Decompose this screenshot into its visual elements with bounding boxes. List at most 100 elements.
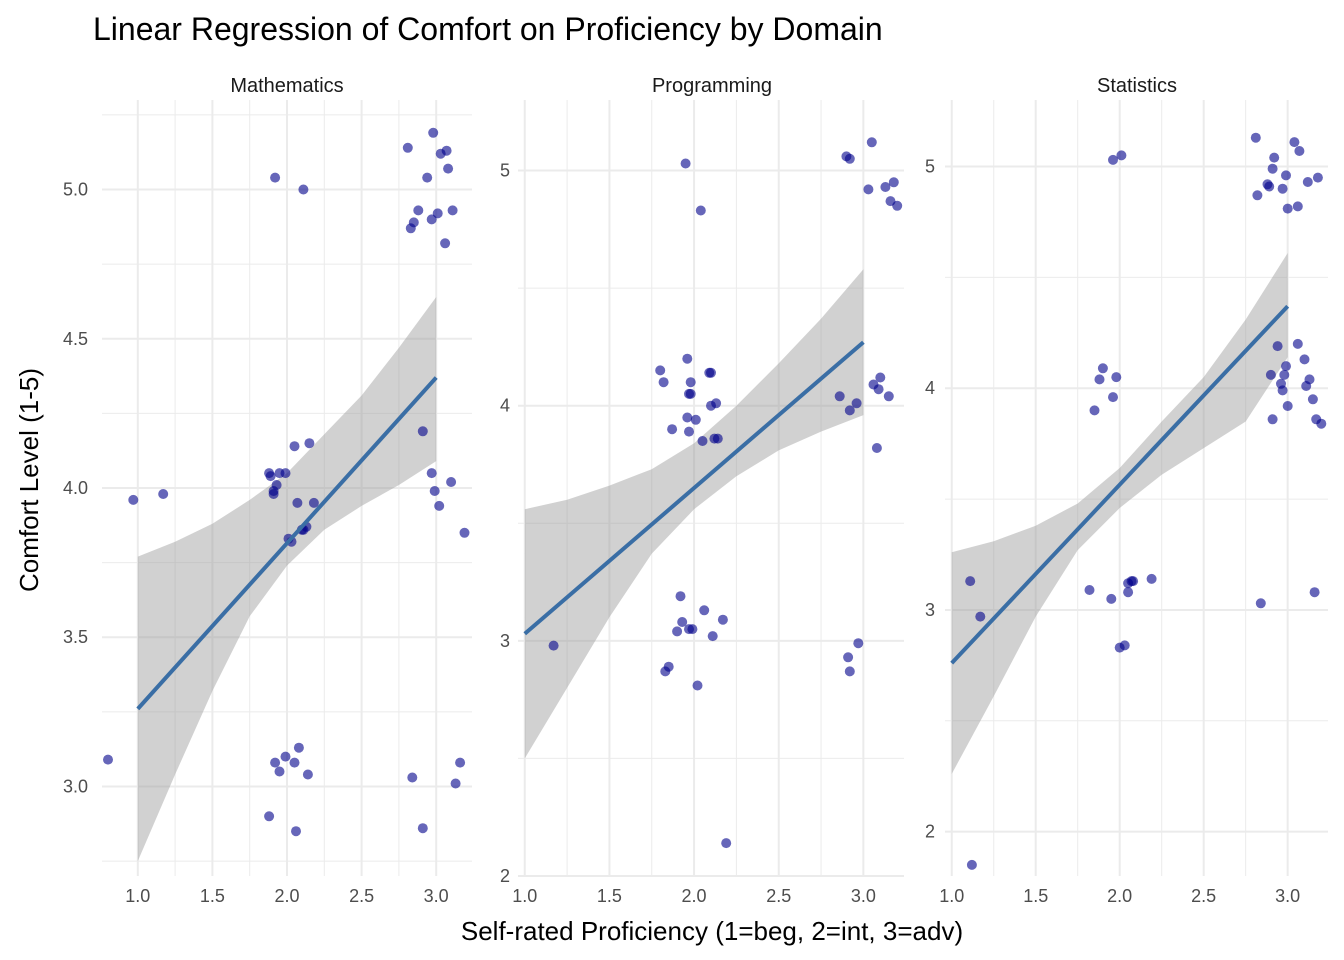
data-point [707, 631, 718, 642]
x-tick-label: 2.5 [349, 886, 374, 906]
data-point [843, 652, 854, 663]
data-point [1289, 137, 1300, 148]
data-point [1111, 372, 1122, 383]
x-tick-label: 3.0 [1275, 886, 1300, 906]
data-point [429, 486, 440, 496]
data-point [1281, 361, 1291, 372]
data-point [1277, 183, 1288, 194]
data-point [1108, 392, 1118, 403]
data-point [1309, 587, 1320, 598]
y-tick-label: 4 [500, 396, 510, 416]
data-point [265, 471, 276, 482]
data-point [853, 638, 864, 649]
data-point [1312, 172, 1323, 183]
data-point [712, 433, 723, 444]
data-point [292, 497, 303, 508]
data-point [883, 391, 894, 402]
panel-programming: Programming 1.0 1.5 2.0 2.5 3.0 2 3 4 5 [500, 75, 904, 906]
data-point [443, 163, 454, 174]
data-point [1094, 374, 1105, 385]
data-point [447, 205, 458, 216]
y-tick-label: 5.0 [63, 180, 88, 200]
x-tick-label: 2.5 [766, 886, 791, 906]
data-point [548, 640, 559, 651]
y-tick-label: 2 [500, 866, 510, 886]
data-point [875, 372, 886, 383]
y-tick-label: 4.0 [63, 478, 88, 498]
data-point [721, 838, 732, 849]
data-point [1106, 593, 1117, 604]
x-tick-label: 1.5 [597, 886, 622, 906]
data-point [1282, 203, 1293, 214]
data-point [417, 426, 428, 437]
data-point [298, 184, 309, 195]
data-point [680, 158, 691, 169]
data-point [103, 754, 113, 765]
data-point [304, 438, 315, 449]
data-point [697, 436, 708, 446]
grid-mathematics [102, 100, 472, 876]
y-tick-label: 2 [925, 822, 935, 842]
data-point [1255, 598, 1266, 609]
data-point [667, 424, 678, 435]
data-point [426, 468, 437, 479]
x-tick-label: 2.5 [1191, 886, 1216, 906]
x-tick-label: 1.5 [1023, 886, 1048, 906]
x-tick-label: 1.0 [512, 886, 537, 906]
y-tick-label: 3 [500, 631, 510, 651]
confidence-band [137, 297, 437, 862]
data-point [440, 238, 451, 249]
data-point [1272, 341, 1283, 352]
data-point [844, 666, 855, 677]
data-point [308, 497, 319, 508]
y-axis-title: Comfort Level (1-5) [14, 368, 44, 592]
data-point [280, 468, 291, 479]
data-point [1282, 401, 1293, 411]
confidence-band [524, 269, 864, 759]
data-point [684, 426, 694, 437]
data-point [1108, 154, 1118, 165]
points-statistics [965, 132, 1327, 870]
data-point [441, 145, 452, 156]
data-point [888, 177, 899, 188]
data-point [455, 757, 466, 768]
x-tick-label: 1.0 [125, 886, 150, 906]
y-tick-label: 4.5 [63, 329, 88, 349]
x-tick-label: 2.0 [682, 886, 707, 906]
x-tick-label: 3.0 [424, 886, 449, 906]
data-point [658, 377, 669, 388]
data-point [690, 414, 701, 425]
data-point [871, 443, 882, 453]
data-point [280, 751, 291, 762]
data-point [302, 769, 313, 780]
data-point [271, 480, 282, 490]
data-point [413, 205, 424, 216]
data-point [682, 412, 693, 423]
data-point [711, 398, 722, 409]
data-point [1250, 132, 1261, 143]
data-point [422, 172, 433, 183]
data-point [1316, 418, 1327, 429]
data-point [866, 137, 877, 148]
data-point [844, 405, 855, 416]
data-point [1123, 587, 1134, 598]
data-point [873, 384, 884, 395]
data-point [450, 778, 461, 789]
data-point [1302, 177, 1313, 187]
data-point [274, 766, 285, 777]
data-point [459, 527, 470, 538]
data-point [692, 680, 703, 691]
data-point [682, 353, 693, 364]
data-point [289, 757, 300, 768]
data-point [851, 398, 862, 409]
data-point [1264, 181, 1275, 192]
data-point [1146, 573, 1157, 584]
data-point [844, 153, 855, 164]
regression-line [523, 340, 865, 636]
y-tick-label: 3.5 [63, 627, 88, 647]
data-point [428, 127, 439, 138]
regression-line [950, 304, 1290, 665]
data-point [965, 576, 976, 587]
data-point [717, 614, 728, 625]
